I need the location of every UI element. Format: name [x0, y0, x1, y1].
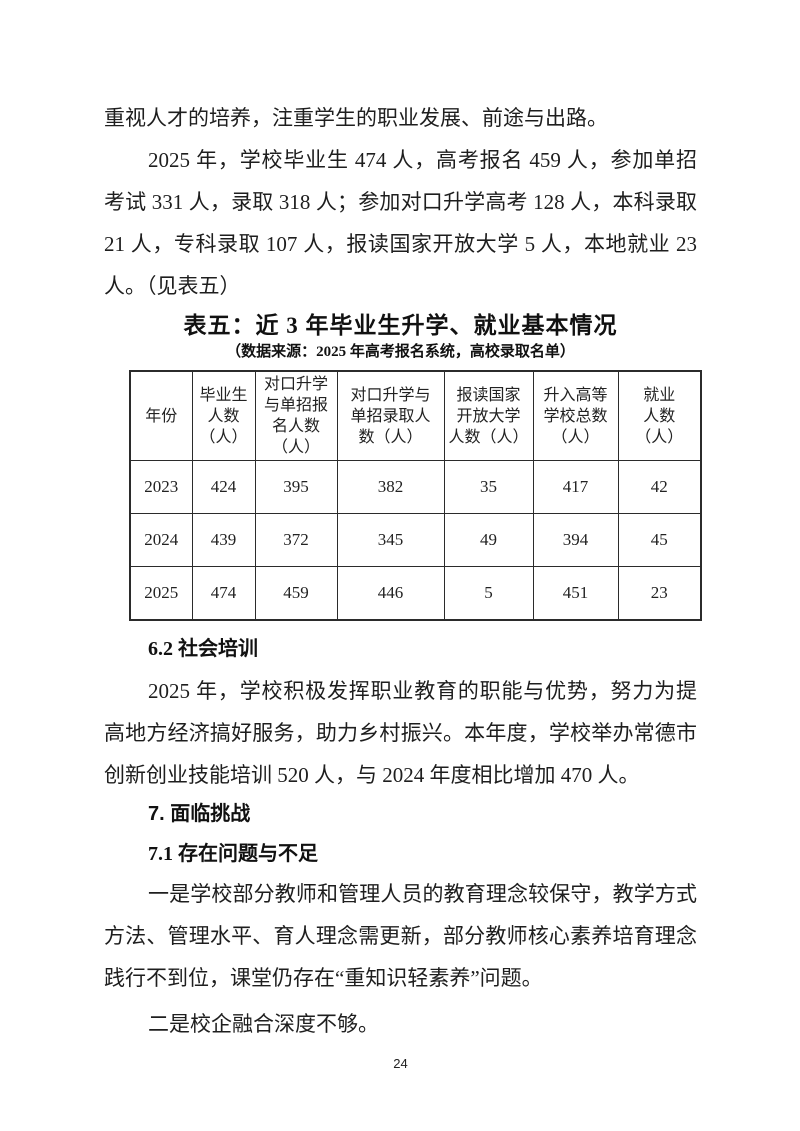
table-row: 2023 424 395 382 35 417 42: [129, 460, 702, 515]
heading-social-training: 6.2 社会培训: [148, 638, 258, 661]
page-content: 重视人才的培养，注重学生的职业发展、前途与出路。 2025 年，学校毕业生 47…: [104, 0, 702, 1072]
table-cell: 35: [443, 460, 534, 515]
page-number: 24: [393, 1056, 408, 1072]
paragraph-problem-one: 一是学校部分教师和管理人员的教育理念较保守，教学方式方法、管理水平、育人理念需更…: [104, 882, 697, 991]
table-header-year: 年份: [129, 370, 193, 462]
heading-problems: 7.1 存在问题与不足: [148, 843, 318, 866]
table-header-employed: 就业 人数 （人）: [617, 370, 702, 462]
table-cell: 2025: [129, 566, 193, 621]
paragraph-problem-two: 二是校企融合深度不够。: [148, 1012, 379, 1037]
table-container: 年份 毕业生 人数 （人） 对口升学 与单招报 名人数 （人） 对口升学与 单招…: [129, 370, 702, 622]
table-cell: 345: [336, 513, 445, 568]
table-cell: 446: [336, 566, 445, 621]
table-cell: 474: [191, 566, 256, 621]
table-cell: 2023: [129, 460, 193, 515]
table-cell: 42: [617, 460, 702, 515]
table-cell: 372: [254, 513, 338, 568]
table-cell: 424: [191, 460, 256, 515]
table-cell: 45: [617, 513, 702, 568]
table-cell: 395: [254, 460, 338, 515]
heading-challenges: 7. 面临挑战: [148, 803, 251, 826]
table-row: 2025 474 459 446 5 451 23: [129, 566, 702, 621]
table-cell: 394: [532, 513, 619, 568]
table-cell: 439: [191, 513, 256, 568]
table-cell: 417: [532, 460, 619, 515]
table-row: 2024 439 372 345 49 394 45: [129, 513, 702, 568]
table-title: 表五：近 3 年毕业生升学、就业基本情况: [183, 313, 618, 338]
paragraph-career-outlook: 重视人才的培养，注重学生的职业发展、前途与出路。: [104, 106, 608, 130]
paragraph-social-training: 2025 年，学校积极发挥职业教育的职能与优势，努力为提高地方经济搞好服务，助力…: [104, 679, 697, 788]
table-header-graduates: 毕业生 人数 （人）: [191, 370, 256, 462]
paragraph-graduation-stats: 2025 年，学校毕业生 474 人，高考报名 459 人，参加单招考试 331…: [104, 148, 697, 298]
graduates-table: 年份 毕业生 人数 （人） 对口升学 与单招报 名人数 （人） 对口升学与 单招…: [129, 370, 702, 622]
table-header-higher-edu-total: 升入高等 学校总数 （人）: [532, 370, 619, 462]
table-header-open-university: 报读国家 开放大学 人数（人）: [443, 370, 534, 462]
table-source-note: （数据来源：2025 年高考报名系统，高校录取名单）: [226, 344, 575, 360]
table-header-registered: 对口升学 与单招报 名人数 （人）: [254, 370, 338, 462]
table-cell: 2024: [129, 513, 193, 568]
table-cell: 49: [443, 513, 534, 568]
table-cell: 382: [336, 460, 445, 515]
table-cell: 5: [443, 566, 534, 621]
table-header-row: 年份 毕业生 人数 （人） 对口升学 与单招报 名人数 （人） 对口升学与 单招…: [129, 370, 702, 462]
table-cell: 451: [532, 566, 619, 621]
table-cell: 23: [617, 566, 702, 621]
table-header-admitted: 对口升学与 单招录取人 数（人）: [336, 370, 445, 462]
table-cell: 459: [254, 566, 338, 621]
